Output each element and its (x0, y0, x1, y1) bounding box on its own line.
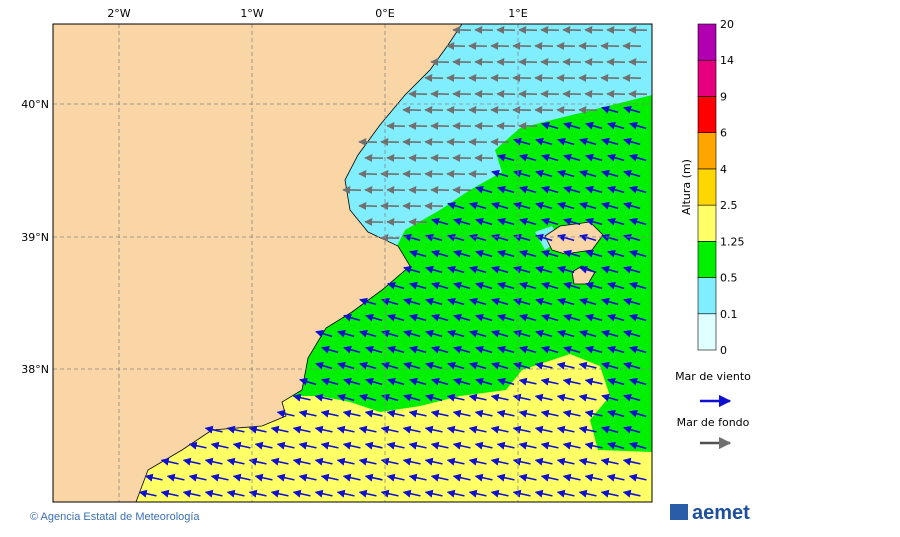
logo-text: aemet (692, 502, 750, 524)
colorbar-tick-label: 9 (720, 90, 727, 103)
colorbar: 0 0.1 0.5 1.25 2.5 4 6 9 14 20 (698, 18, 745, 357)
colorbar-tick-label: 0 (720, 344, 727, 357)
lat-label: 38°N (21, 363, 49, 376)
colorbar-tick-label: 20 (720, 18, 734, 31)
colorbar-tick-label: 1.25 (720, 235, 745, 248)
legend-wind-sea: Mar de viento (675, 370, 751, 383)
lat-label: 39°N (21, 231, 49, 244)
colorbar-tick-label: 4 (720, 163, 727, 176)
colorbar-segment (698, 60, 716, 96)
lon-label: 1°E (508, 7, 527, 20)
colorbar-tick-label: 6 (720, 127, 727, 140)
colorbar-tick-label: 0.5 (720, 272, 738, 285)
colorbar-tick-label: 14 (720, 54, 734, 67)
lon-label: 2°W (107, 7, 130, 20)
lat-labels: 40°N 39°N 38°N (21, 98, 49, 376)
logo-icon (670, 504, 688, 520)
lon-label: 1°W (240, 7, 263, 20)
map-area (53, 24, 652, 502)
colorbar-segment (698, 278, 716, 314)
lat-label: 40°N (21, 98, 49, 111)
colorbar-segment (698, 24, 716, 60)
colorbar-segment (698, 169, 716, 205)
lon-label: 0°E (375, 7, 394, 20)
colorbar-tick-label: 2.5 (720, 199, 738, 212)
colorbar-tick-label: 0.1 (720, 308, 738, 321)
footer-credit: © Agencia Estatal de Meteorología (30, 511, 200, 523)
colorbar-segment (698, 96, 716, 132)
colorbar-segment (698, 133, 716, 169)
colorbar-segment (698, 205, 716, 241)
colorbar-label: Altura (m) (680, 159, 693, 215)
lon-labels: 2°W 1°W 0°E 1°E (107, 7, 527, 20)
colorbar-segment (698, 314, 716, 350)
legend-swell: Mar de fondo (677, 416, 750, 429)
colorbar-segment (698, 241, 716, 277)
